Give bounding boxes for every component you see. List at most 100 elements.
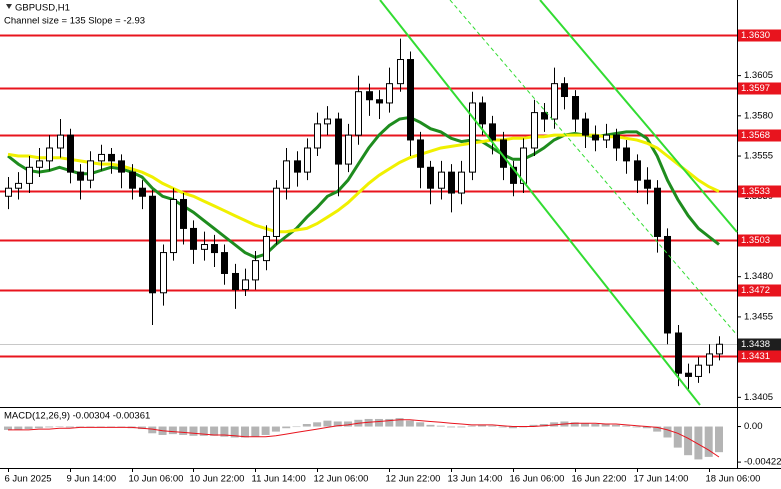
candle-body xyxy=(283,160,290,189)
macd-bar xyxy=(673,426,682,448)
macd-bar xyxy=(107,426,116,428)
macd-bar xyxy=(457,426,466,428)
candle-body xyxy=(551,83,558,120)
candle-body xyxy=(26,166,33,184)
candle-body xyxy=(273,187,280,237)
candle-body xyxy=(531,112,538,149)
macd-bar xyxy=(653,426,662,432)
macd-bar xyxy=(65,426,74,428)
macd-bar xyxy=(447,426,456,428)
candle-body xyxy=(520,147,527,184)
candle-body xyxy=(386,83,393,104)
candle-body xyxy=(572,96,579,120)
candle-body xyxy=(201,244,208,250)
macd-bar xyxy=(251,426,260,437)
macd-bar xyxy=(632,426,641,428)
candle-body xyxy=(170,198,177,254)
candle-body xyxy=(407,59,414,141)
level-label: 1.3597 xyxy=(741,83,770,94)
candle-body xyxy=(716,343,723,355)
macd-bar xyxy=(302,424,311,427)
x-tick-label: 6 Jun 2025 xyxy=(5,474,52,485)
current-price-label: 1.3438 xyxy=(741,339,770,350)
macd-bar xyxy=(529,424,538,427)
x-tick-label: 9 Jun 14:00 xyxy=(67,474,117,485)
candle-body xyxy=(252,260,259,281)
macd-bar xyxy=(385,418,394,427)
candle-body xyxy=(180,198,187,229)
y-tick-label: 1.3555 xyxy=(744,151,773,162)
candle-body xyxy=(644,179,651,189)
candle-body xyxy=(232,272,239,291)
x-tick-label: 10 Jun 06:00 xyxy=(129,474,184,485)
macd-bar xyxy=(220,426,229,437)
candle-body xyxy=(160,252,167,294)
x-tick-label: 18 Jun 06:00 xyxy=(706,474,761,485)
macd-bar xyxy=(684,426,693,456)
macd-bar xyxy=(333,421,342,427)
macd-bar xyxy=(611,424,620,427)
candle-body xyxy=(489,123,496,141)
macd-bar xyxy=(426,424,435,427)
macd-bar xyxy=(405,420,414,427)
candle-body xyxy=(623,147,630,162)
channel-middle xyxy=(449,0,738,336)
macd-bar xyxy=(148,426,157,434)
candle-body xyxy=(67,134,74,173)
candle-body xyxy=(190,227,197,250)
macd-bar xyxy=(168,426,177,435)
x-tick-label: 10 Jun 22:00 xyxy=(190,474,245,485)
y-tick-label: 1.3580 xyxy=(744,110,773,121)
candle-body xyxy=(345,134,352,165)
macd-bar xyxy=(14,426,23,430)
macd-bar xyxy=(704,426,713,457)
macd-bar xyxy=(581,423,590,427)
candle-body xyxy=(98,153,105,162)
candle-body xyxy=(634,160,641,181)
candle-body xyxy=(221,252,228,274)
channel-lower xyxy=(379,0,701,406)
moving-average xyxy=(7,133,720,234)
candle-body xyxy=(448,171,455,194)
macd-bar xyxy=(642,426,651,429)
macd-bar xyxy=(292,426,301,428)
x-tick-label: 12 Jun 06:00 xyxy=(314,474,369,485)
x-tick-label: 11 Jun 14:00 xyxy=(252,474,306,485)
macd-y-tick-label: -0.00422 xyxy=(744,457,781,468)
macd-signal xyxy=(8,419,720,458)
x-tick-label: 17 Jun 14:00 xyxy=(634,474,689,485)
candle-body xyxy=(582,118,589,136)
macd-bar xyxy=(467,425,476,427)
macd-bar xyxy=(282,426,291,429)
macd-bar xyxy=(663,426,672,438)
macd-bar xyxy=(4,426,12,430)
macd-bar xyxy=(45,426,54,428)
y-tick-label: 1.3455 xyxy=(744,311,773,322)
candle-body xyxy=(706,353,713,366)
candle-body xyxy=(664,235,671,334)
level-label-bg xyxy=(738,284,781,297)
macd-bar xyxy=(261,426,270,435)
macd-bar xyxy=(241,426,249,438)
candle-body xyxy=(108,153,115,162)
candle-body xyxy=(129,171,136,189)
candle-body xyxy=(592,134,599,141)
macd-bar xyxy=(508,426,517,429)
candle-body xyxy=(294,160,301,173)
macd-bar xyxy=(24,426,33,430)
candle-body xyxy=(5,187,12,197)
macd-bar xyxy=(55,426,64,428)
channel-info: Channel size = 135 Slope = -2.93 xyxy=(4,16,145,27)
channel-upper xyxy=(539,0,738,233)
candle-body xyxy=(541,112,548,120)
candle-body xyxy=(314,123,321,149)
candle-body xyxy=(675,332,682,374)
candle-body xyxy=(685,372,692,377)
candle-body xyxy=(427,166,434,189)
level-label-bg xyxy=(738,29,781,42)
level-label-bg xyxy=(738,234,781,247)
level-label: 1.3472 xyxy=(741,285,770,296)
y-tick-label: 1.3405 xyxy=(744,392,773,403)
